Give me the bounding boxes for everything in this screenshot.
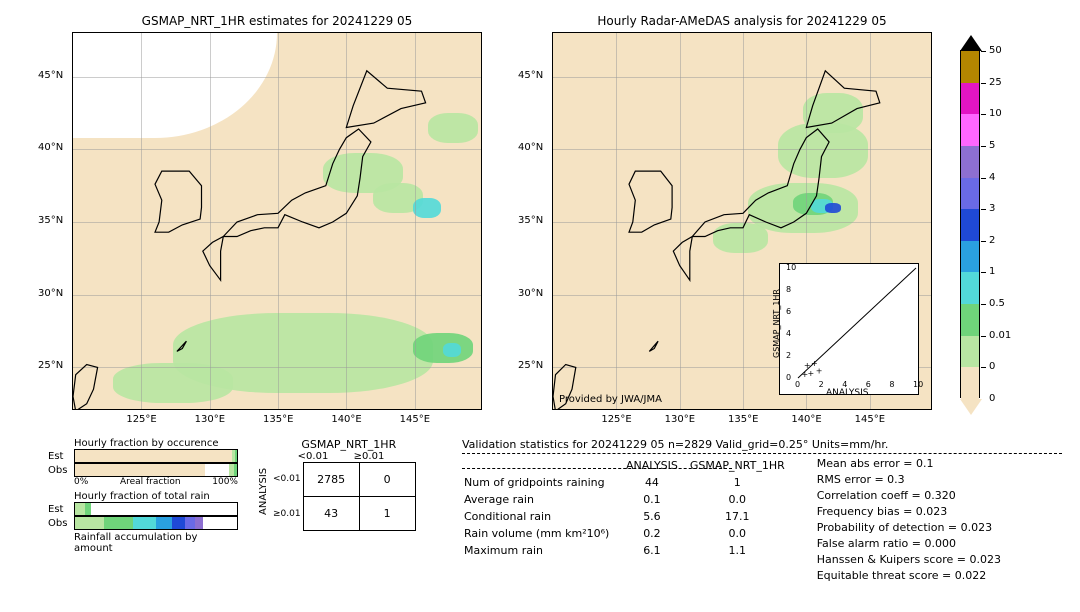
contingency-table: 27850 431: [303, 462, 416, 531]
x1-label: 100%: [212, 477, 238, 487]
ct-col0: <0.01: [285, 451, 341, 462]
occurrence-title: Hourly fraction by occurence: [74, 438, 238, 449]
ct-col1: ≥0.01: [341, 451, 397, 462]
occurrence-obs-bar: [74, 463, 238, 477]
validation-header: Validation statistics for 20241229 05 n=…: [462, 438, 1062, 451]
ct-01: 0: [359, 463, 415, 497]
ct-row0: <0.01: [273, 474, 301, 484]
svg-text:+: +: [807, 369, 814, 378]
validation-panel: Validation statistics for 20241229 05 n=…: [462, 438, 1062, 584]
ct-col-title: GSMAP_NRT_1HR: [282, 438, 416, 451]
row-label-est2: Est: [48, 504, 70, 515]
svg-text:+: +: [816, 367, 823, 376]
validation-table: ANALYSIS GSMAP_NRT_1HR Num of gridpoints…: [462, 456, 797, 560]
svg-text:+: +: [811, 359, 818, 368]
val-col2: GSMAP_NRT_1HR: [690, 458, 795, 473]
row-label-est: Est: [48, 451, 70, 462]
scatter-inset: +++++00224466881010ANALYSISGSMAP_NRT_1HR: [779, 263, 919, 395]
svg-text:+: +: [804, 361, 811, 370]
ct-00: 2785: [303, 463, 359, 497]
ct-10: 43: [303, 497, 359, 531]
val-col1: ANALYSIS: [626, 458, 688, 473]
totalrain-est-bar: [74, 502, 238, 516]
validation-right-stats: Mean abs error = 0.1RMS error = 0.3Corre…: [817, 456, 1001, 584]
fraction-panel: Hourly fraction by occurence Est Obs 0% …: [48, 438, 238, 554]
provider-label: Provided by JWA/JMA: [559, 394, 662, 405]
row-label-obs: Obs: [48, 465, 70, 476]
totalrain-obs-bar: [74, 516, 238, 530]
right-map-panel: Provided by JWA/JMA +++++00224466881010AN…: [552, 32, 932, 410]
xlabel-areal: Areal fraction: [120, 477, 181, 487]
rainfall-accum-title: Rainfall accumulation by amount: [74, 532, 238, 554]
contingency-panel: GSMAP_NRT_1HR ANALYSIS <0.01 ≥0.01 <0.01…: [258, 438, 416, 531]
ct-row-title: ANALYSIS: [258, 456, 269, 526]
totalrain-title: Hourly fraction of total rain: [74, 491, 238, 502]
colorbar: 502510543210.50.0100: [960, 50, 980, 398]
left-map-title: GSMAP_NRT_1HR estimates for 20241229 05: [72, 14, 482, 28]
right-map-title: Hourly Radar-AMeDAS analysis for 2024122…: [552, 14, 932, 28]
occurrence-est-bar: [74, 449, 238, 463]
x0-label: 0%: [74, 477, 88, 487]
ct-11: 1: [359, 497, 415, 531]
ct-row1: ≥0.01: [273, 509, 301, 519]
left-map-panel: [72, 32, 482, 410]
row-label-obs2: Obs: [48, 518, 70, 529]
